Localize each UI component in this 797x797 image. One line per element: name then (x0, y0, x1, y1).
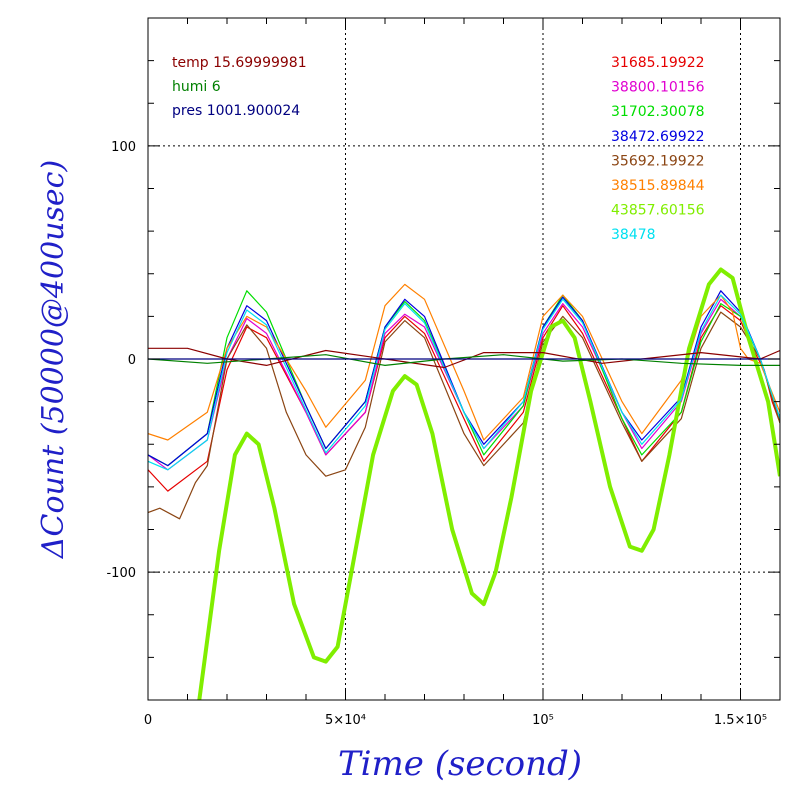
series-line-38478 (148, 294, 780, 471)
data-series (148, 267, 780, 700)
series-legend-entry: 38472.69922 (611, 129, 705, 145)
series-line-31685.19922 (148, 305, 780, 492)
env-legend-entry: humi 6 (172, 79, 221, 95)
series-line-38515.89844 (148, 283, 780, 441)
legend: temp 15.69999981 humi 6 pres 1001.900024 31… (172, 55, 705, 243)
series-legend-entry: 35692.19922 (611, 153, 705, 169)
x-axis-label: Time (second) (338, 744, 582, 784)
y-tick-label: 0 (128, 353, 136, 368)
x-tick-label: 10⁵ (532, 713, 554, 728)
y-axis-label: ΔCount (50000@400usec) (36, 160, 71, 559)
env-legend-entry: pres 1001.900024 (172, 103, 300, 119)
series-line-env-9 (148, 354, 780, 366)
series-legend-entry: 43857.60156 (611, 203, 705, 219)
axis-ticks: 0 5×10⁴ 10⁵ 1.5×10⁵ 100 0 -100 (106, 17, 780, 728)
y-tick-label: -100 (106, 566, 136, 581)
x-tick-label: 5×10⁴ (325, 713, 366, 728)
series-line-31702.30078 (148, 290, 780, 467)
series-line-env-8 (148, 347, 780, 369)
env-legend-entry: temp 15.69999981 (172, 55, 307, 71)
x-tick-label: 0 (144, 713, 152, 728)
series-legend-entry: 31702.30078 (611, 104, 705, 120)
series-legend-entry: 31685.19922 (611, 55, 705, 71)
series-legend-entry: 38478 (611, 227, 656, 243)
series-legend-entry: 38800.10156 (611, 80, 705, 96)
series-line-38472.69922 (148, 290, 780, 467)
series-line-43857.60156 (197, 267, 780, 700)
series-line-35692.19922 (148, 311, 780, 520)
series-legend-entry: 38515.89844 (611, 178, 705, 194)
y-tick-label: 100 (111, 140, 136, 155)
x-tick-label: 1.5×10⁵ (714, 713, 767, 728)
